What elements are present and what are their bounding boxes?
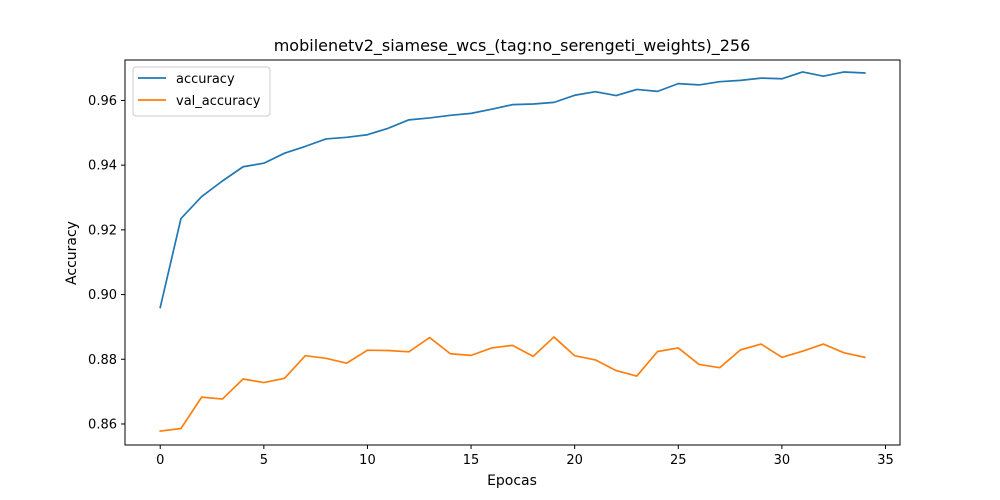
x-tick-label-20: 20 [566,453,583,468]
x-tick-label-0: 0 [156,453,164,468]
x-tick-label-30: 30 [774,453,791,468]
y-tick-label-4: 0.94 [88,159,117,174]
x-tick-label-25: 25 [670,453,687,468]
series-line-accuracy [159,71,866,309]
axes-frame [124,59,901,446]
legend: accuracy val_accuracy [132,66,271,117]
x-tick-label-35: 35 [877,453,894,468]
y-tick-label-3: 0.92 [88,223,117,238]
legend-box [132,66,271,117]
legend-label-val_accuracy: val_accuracy [176,94,261,109]
x-tick-label-5: 5 [260,453,268,468]
series-line-val_accuracy [159,336,866,433]
legend-label-accuracy: accuracy [176,72,235,87]
y-axis-label: Accuracy [64,221,80,285]
chart-title: mobilenetv2_siamese_wcs_(tag:no_serenget… [274,36,751,56]
x-tick-label-10: 10 [359,453,376,468]
y-tick-label-2: 0.90 [88,288,117,303]
x-axis-label: Epocas [487,473,537,489]
x-tick-label-15: 15 [463,453,480,468]
y-tick-label-5: 0.96 [88,94,117,109]
y-tick-label-1: 0.88 [88,353,117,368]
plot-area: 0 5 10 15 20 25 30 35 0.86 0.88 0.90 0.92 0.94 0.96 ac… [88,59,901,468]
y-tick-label-0: 0.86 [88,417,117,432]
